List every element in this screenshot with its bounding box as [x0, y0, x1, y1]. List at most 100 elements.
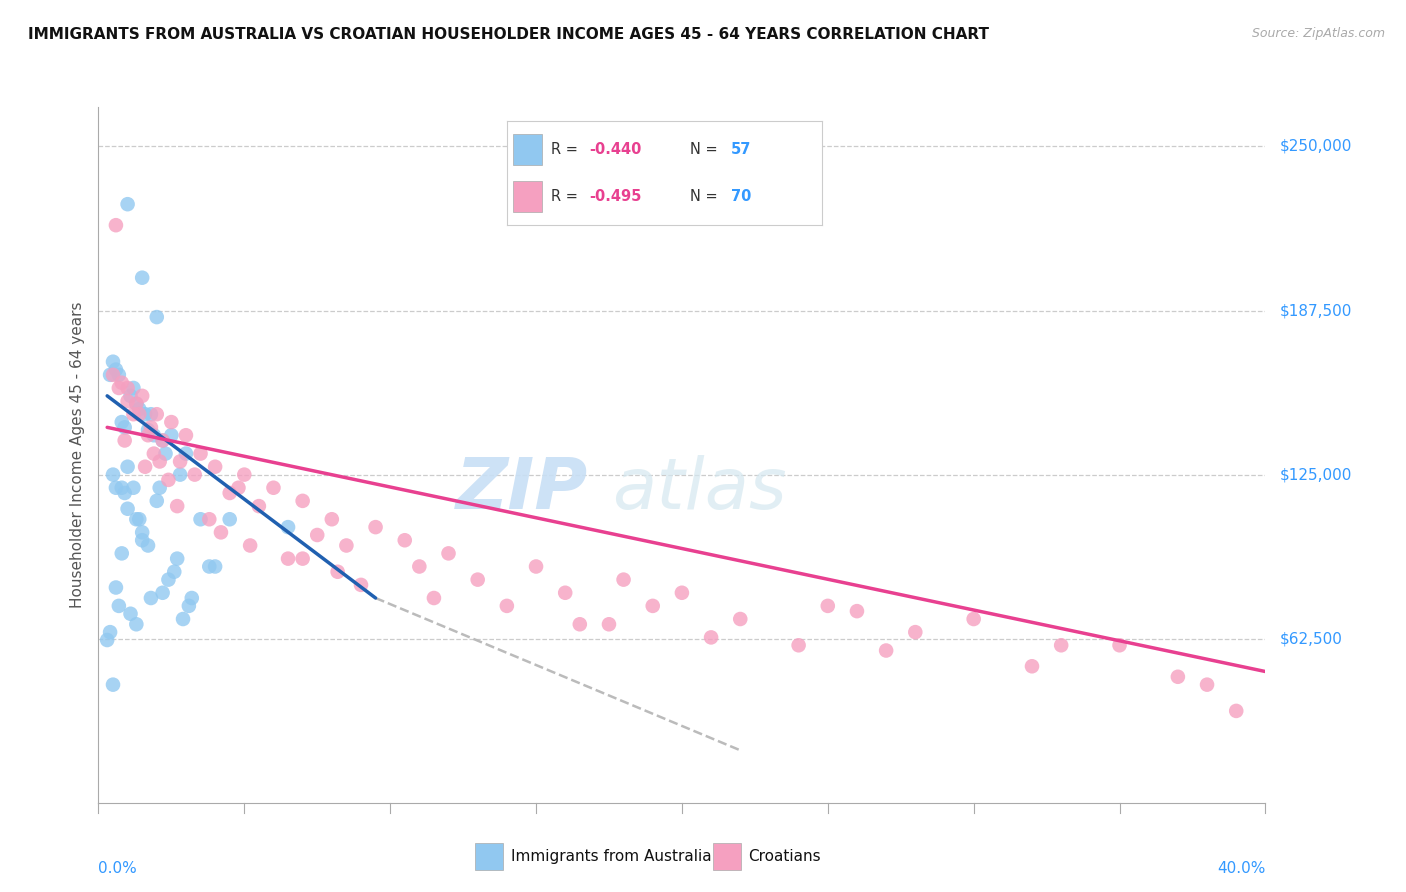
Point: [612, 573, 634, 587]
Text: Croatians: Croatians: [748, 849, 821, 863]
Point: [1225, 704, 1247, 718]
Point: [157, 473, 180, 487]
Point: [139, 420, 162, 434]
Point: [321, 512, 343, 526]
Point: [125, 397, 148, 411]
Point: [641, 599, 664, 613]
Text: ZIP: ZIP: [457, 455, 589, 524]
Point: [142, 447, 165, 461]
Point: [146, 494, 169, 508]
Point: [120, 389, 142, 403]
Point: [291, 551, 314, 566]
Point: [104, 581, 127, 595]
Bar: [713, 843, 741, 870]
Point: [1167, 670, 1189, 684]
Point: [787, 638, 810, 652]
Text: 40.0%: 40.0%: [1218, 861, 1265, 876]
Point: [350, 578, 373, 592]
Point: [146, 407, 169, 421]
Point: [128, 401, 150, 416]
Point: [152, 434, 174, 448]
Point: [239, 539, 262, 553]
Text: Immigrants from Australia: Immigrants from Australia: [510, 849, 711, 863]
Point: [671, 586, 693, 600]
Point: [904, 625, 927, 640]
Point: [183, 467, 205, 482]
Point: [98, 625, 121, 640]
Point: [198, 559, 221, 574]
Point: [568, 617, 591, 632]
Point: [423, 591, 446, 605]
Point: [101, 368, 124, 382]
Point: [125, 617, 148, 632]
Point: [122, 381, 145, 395]
Point: [108, 368, 131, 382]
Point: [495, 599, 517, 613]
Text: $62,500: $62,500: [1279, 632, 1343, 646]
Point: [190, 512, 212, 526]
Point: [1050, 638, 1073, 652]
Point: [111, 481, 134, 495]
Point: [128, 407, 150, 421]
Text: $187,500: $187,500: [1279, 303, 1353, 318]
Point: [218, 512, 240, 526]
Point: [117, 459, 139, 474]
Point: [128, 512, 150, 526]
Point: [139, 591, 162, 605]
Point: [101, 467, 124, 482]
Point: [204, 559, 226, 574]
Point: [169, 454, 191, 468]
Point: [335, 539, 357, 553]
Point: [437, 546, 460, 560]
Point: [131, 525, 153, 540]
Point: [163, 565, 186, 579]
Point: [467, 573, 489, 587]
Text: $250,000: $250,000: [1279, 139, 1353, 154]
Point: [160, 415, 183, 429]
Point: [166, 551, 188, 566]
Point: [169, 467, 191, 482]
Text: Source: ZipAtlas.com: Source: ZipAtlas.com: [1251, 27, 1385, 40]
Point: [845, 604, 868, 618]
Point: [364, 520, 387, 534]
Point: [152, 586, 174, 600]
Point: [152, 434, 174, 448]
Point: [730, 612, 752, 626]
Bar: [475, 843, 503, 870]
Point: [149, 454, 172, 468]
Point: [172, 612, 194, 626]
Point: [104, 362, 127, 376]
Point: [524, 559, 547, 574]
Point: [209, 525, 232, 540]
Point: [139, 407, 162, 421]
Point: [962, 612, 984, 626]
Point: [817, 599, 839, 613]
Point: [122, 407, 145, 421]
Point: [104, 218, 127, 232]
Point: [101, 355, 124, 369]
Point: [117, 381, 139, 395]
Point: [598, 617, 620, 632]
Point: [108, 381, 131, 395]
Point: [700, 631, 723, 645]
Point: [155, 447, 177, 461]
Point: [174, 447, 197, 461]
Point: [262, 481, 284, 495]
Point: [114, 434, 136, 448]
Point: [96, 633, 118, 648]
Point: [142, 428, 165, 442]
Point: [247, 499, 270, 513]
Point: [277, 520, 299, 534]
Point: [554, 586, 576, 600]
Point: [408, 559, 430, 574]
Point: [111, 415, 134, 429]
Point: [1195, 678, 1218, 692]
Point: [114, 486, 136, 500]
Point: [307, 528, 329, 542]
Point: [125, 397, 148, 411]
Point: [394, 533, 416, 548]
Point: [291, 494, 314, 508]
Point: [228, 481, 250, 495]
Point: [146, 310, 169, 324]
Point: [875, 643, 897, 657]
